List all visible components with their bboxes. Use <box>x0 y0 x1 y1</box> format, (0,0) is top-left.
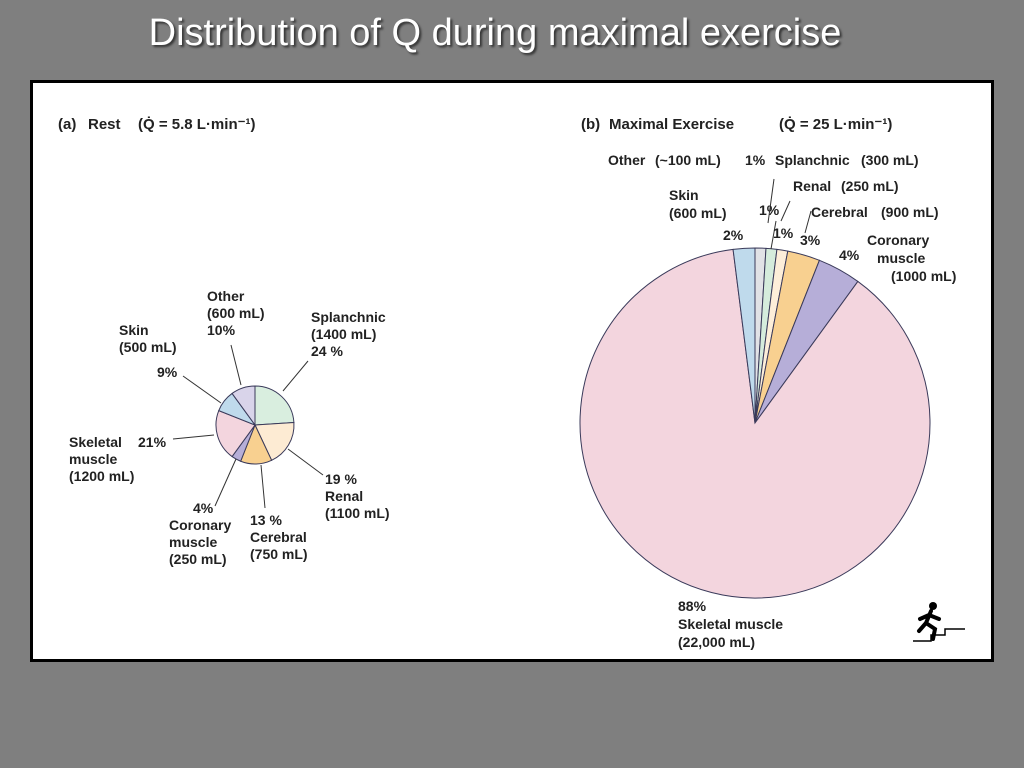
rest-slice-renal <box>254 422 295 461</box>
ex-label-cerebral-name: Cerebral <box>811 204 868 220</box>
ex-label-renal-name: Renal <box>793 178 831 194</box>
exercise-panel-label: (b) <box>581 116 600 133</box>
ex-label-coronary-percent: 4% <box>839 247 860 263</box>
ex-label-splanchnic-name: Splanchnic <box>775 152 850 168</box>
rest-label-skeletal-amount: (1200 mL) <box>69 468 134 484</box>
rest-label-coronary-amount: (250 mL) <box>169 551 227 567</box>
ex-label-cerebral-amount: (900 mL) <box>881 204 939 220</box>
ex-label-splanchnic-percent: 1% <box>759 202 780 218</box>
ex-label-coronary-name-2: muscle <box>877 250 925 266</box>
rest-label-coronary-percent: 4% <box>193 500 214 516</box>
rest-label-cerebral-amount: (750 mL) <box>250 546 308 562</box>
ex-label-cerebral-percent: 3% <box>800 232 821 248</box>
pie-charts-svg: (a) Rest (Q̇ = 5.8 L·min⁻¹) (b) Maximal … <box>58 116 956 650</box>
exercise-pie <box>579 247 931 599</box>
runner-icon <box>913 602 965 642</box>
ex-label-other-percent: 1% <box>745 152 766 168</box>
ex-label-renal-amount: (250 mL) <box>841 178 899 194</box>
rest-leader-lines <box>172 344 324 509</box>
exercise-slice-skeletal-muscle <box>579 248 931 599</box>
rest-label-other-percent: 10% <box>207 322 236 338</box>
rest-label-skin-name: Skin <box>119 322 149 338</box>
rest-label-other-name: Other <box>207 288 245 304</box>
exercise-title: Maximal Exercise <box>609 116 734 133</box>
rest-label-other-amount: (600 mL) <box>207 305 265 321</box>
rest-slice-splanchnic <box>254 385 295 426</box>
rest-label-renal-amount: (1100 mL) <box>325 505 390 521</box>
rest-title: Rest <box>88 116 121 133</box>
ex-label-splanchnic-amount: (300 mL) <box>861 152 919 168</box>
ex-label-skin-amount: (600 mL) <box>669 205 727 221</box>
ex-label-skin-percent: 2% <box>723 227 744 243</box>
ex-label-renal-percent: 1% <box>773 225 794 241</box>
rest-label-renal-name: Renal <box>325 488 363 504</box>
rest-labels: Splanchnic (1400 mL) 24 % 19 % Renal (11… <box>69 288 390 567</box>
rest-label-renal-percent: 19 % <box>325 471 357 487</box>
ex-label-other-amount: (~100 mL) <box>655 152 721 168</box>
rest-label-skin-amount: (500 mL) <box>119 339 177 355</box>
rest-label-coronary-name-2: muscle <box>169 534 217 550</box>
rest-label-splanchnic-percent: 24 % <box>311 343 343 359</box>
ex-label-skeletal-name: Skeletal muscle <box>678 616 783 632</box>
rest-label-skin-percent: 9% <box>157 364 178 380</box>
ex-label-other-name: Other <box>608 152 646 168</box>
rest-pie <box>215 385 295 465</box>
exercise-labels: Other (~100 mL) 1% Splanchnic (300 mL) 1… <box>608 152 956 650</box>
ex-label-skeletal-percent: 88% <box>678 598 707 614</box>
rest-label-splanchnic-name: Splanchnic <box>311 309 386 325</box>
rest-label-cerebral-percent: 13 % <box>250 512 282 528</box>
exercise-leader-lines <box>767 178 812 250</box>
ex-label-coronary-amount: (1000 mL) <box>891 268 956 284</box>
exercise-total: (Q̇ = 25 L·min⁻¹) <box>779 116 892 133</box>
rest-slice-skeletal-muscle <box>215 409 256 458</box>
rest-label-skeletal-name-2: muscle <box>69 451 117 467</box>
rest-slice-other <box>231 385 256 427</box>
exercise-slice-skin <box>732 247 756 424</box>
ex-label-skin-name: Skin <box>669 187 699 203</box>
slide-title: Distribution of Q during maximal exercis… <box>148 12 842 54</box>
rest-label-coronary-name-1: Coronary <box>169 517 231 533</box>
rest-label-skeletal-name-1: Skeletal <box>69 434 122 450</box>
rest-label-skeletal-percent: 21% <box>138 434 167 450</box>
rest-label-splanchnic-amount: (1400 mL) <box>311 326 376 342</box>
rest-total: (Q̇ = 5.8 L·min⁻¹) <box>138 116 256 133</box>
rest-label-cerebral-name: Cerebral <box>250 529 307 545</box>
rest-panel-label: (a) <box>58 116 76 133</box>
figure-panel: (a) Rest (Q̇ = 5.8 L·min⁻¹) (b) Maximal … <box>30 80 994 662</box>
ex-label-coronary-name-1: Coronary <box>867 232 929 248</box>
ex-label-skeletal-amount: (22,000 mL) <box>678 634 755 650</box>
